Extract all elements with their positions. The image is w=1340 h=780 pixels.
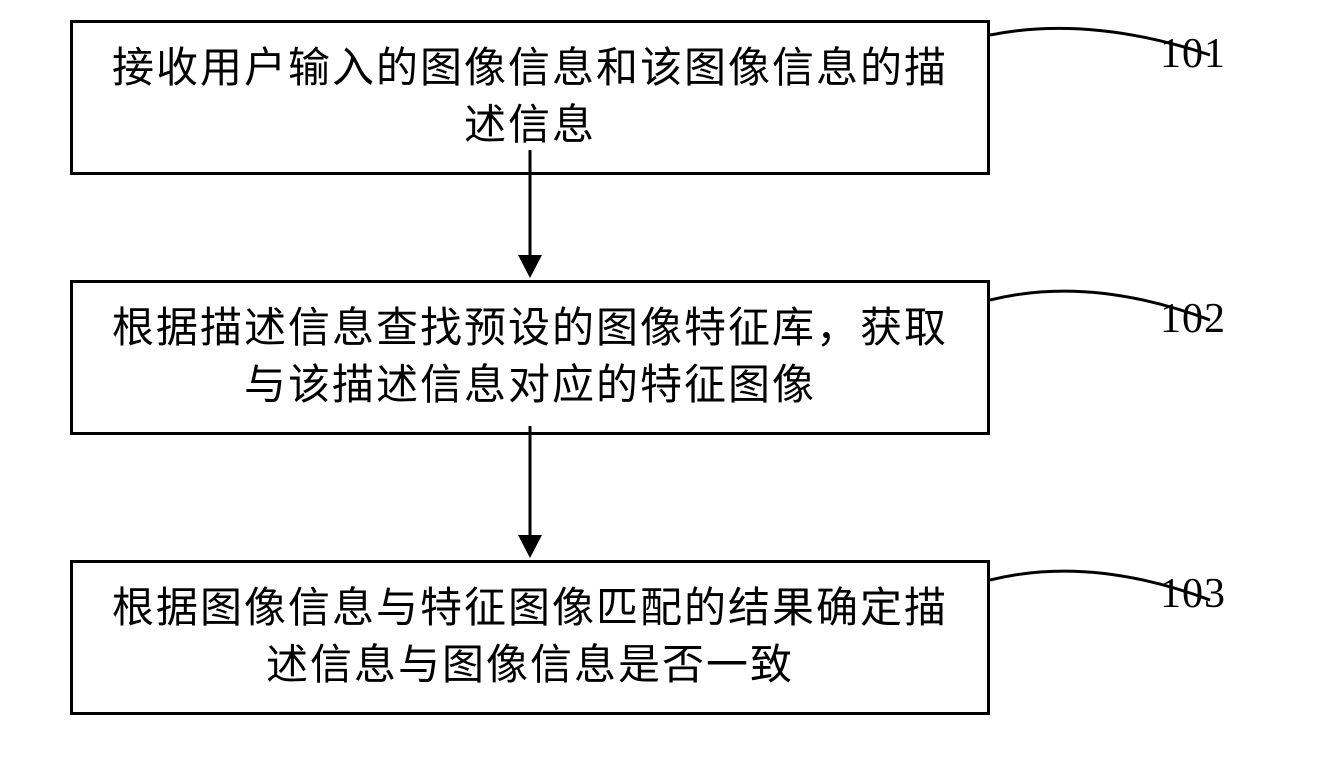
step-text-101: 接收用户输入的图像信息和该图像信息的描述信息: [103, 41, 957, 154]
step-label-101: 101: [1160, 30, 1226, 78]
step-label-102: 102: [1160, 295, 1226, 343]
step-label-103: 103: [1160, 570, 1226, 618]
step-text-103: 根据图像信息与特征图像匹配的结果确定描述信息与图像信息是否一致: [103, 581, 957, 694]
arrow-101-102: [515, 150, 545, 280]
step-box-102: 根据描述信息查找预设的图像特征库，获取与该描述信息对应的特征图像: [70, 280, 990, 435]
step-text-102: 根据描述信息查找预设的图像特征库，获取与该描述信息对应的特征图像: [103, 301, 957, 414]
arrow-102-103: [515, 426, 545, 560]
step-box-103: 根据图像信息与特征图像匹配的结果确定描述信息与图像信息是否一致: [70, 560, 990, 715]
